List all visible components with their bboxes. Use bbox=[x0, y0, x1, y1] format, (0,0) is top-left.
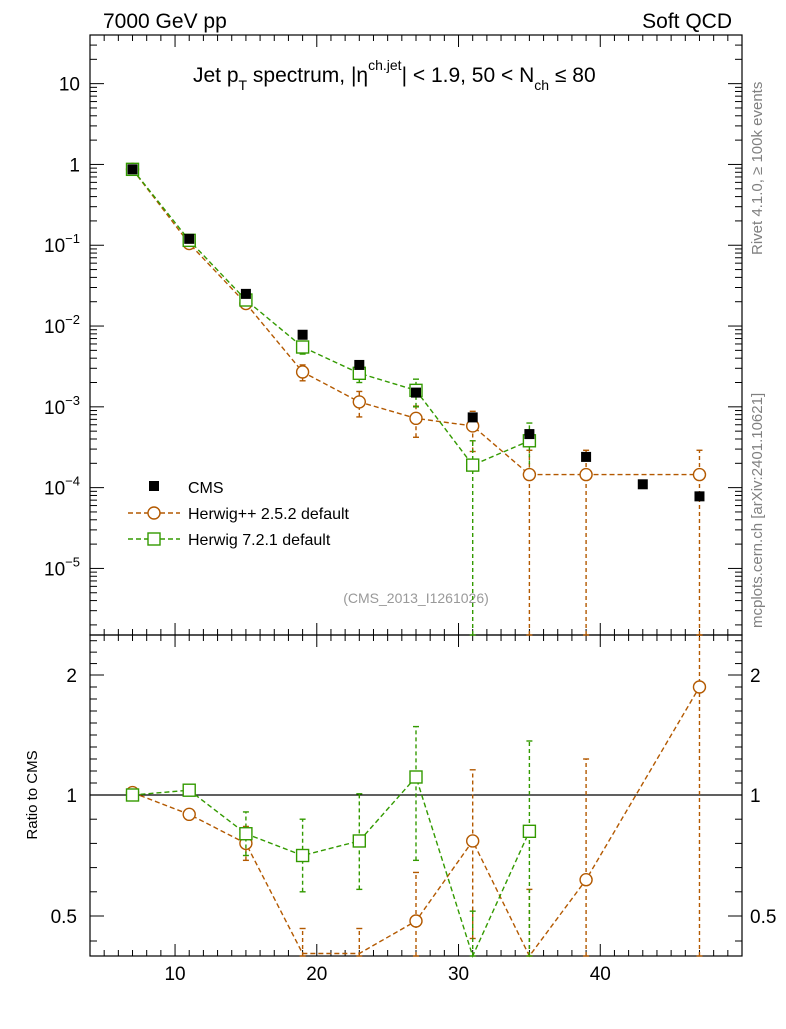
ratio-marks bbox=[125, 634, 707, 958]
cms-point bbox=[637, 479, 648, 490]
herwig7-ratio-point bbox=[239, 827, 253, 841]
x-tick-label: 20 bbox=[306, 964, 327, 985]
cms-point bbox=[581, 451, 592, 462]
herwigpp-point bbox=[295, 365, 310, 379]
herwigpp-ratio-point bbox=[465, 834, 480, 848]
cms-point bbox=[467, 412, 478, 423]
herwig7-line bbox=[131, 168, 530, 466]
x-tick-label: 40 bbox=[590, 964, 611, 985]
herwig7-ratio-point bbox=[409, 770, 423, 784]
herwig7-ratio-line bbox=[132, 775, 531, 958]
y-tick-label: 10 bbox=[59, 75, 80, 96]
legend-label-cms: CMS bbox=[188, 480, 224, 497]
herwigpp-point bbox=[692, 467, 707, 482]
cms-point bbox=[354, 359, 365, 370]
x-tick-label: 10 bbox=[164, 964, 185, 985]
herwig7-ratio-point bbox=[125, 788, 140, 802]
herwigpp-ratio-point bbox=[409, 914, 423, 928]
y-tick-label: 10−1 bbox=[44, 231, 80, 257]
ratio-y-tick-label: 2 bbox=[66, 666, 77, 687]
herwigpp-ratio-line bbox=[132, 686, 701, 958]
herwigpp-point bbox=[409, 411, 423, 426]
herwigpp-line bbox=[131, 168, 700, 476]
herwigpp-ratio-point bbox=[182, 807, 196, 822]
legend-cms-marker bbox=[149, 481, 159, 491]
cms-point bbox=[240, 288, 251, 299]
x-tick-label: 30 bbox=[448, 964, 469, 985]
legend-herwig7-marker bbox=[147, 532, 161, 546]
y-tick-label: 10−5 bbox=[44, 554, 80, 580]
ratio-y-tick-label-right: 2 bbox=[750, 666, 761, 687]
cms-point bbox=[411, 387, 421, 398]
herwigpp-ratio-point bbox=[579, 873, 593, 887]
herwig7-ratio-point bbox=[352, 834, 367, 848]
cms-point bbox=[524, 429, 535, 440]
legend-label-herwigpp: Herwig++ 2.5.2 default bbox=[188, 506, 350, 523]
ratio-y-tick-label: 0.5 bbox=[51, 907, 77, 928]
tick-labels: 10 20 30 40 10 1 10−1 10−2 10−3 10−4 10−5 0.5 0.5 1 1 2… bbox=[44, 75, 776, 985]
analysis-id: (CMS_2013_I1261026) bbox=[343, 590, 489, 606]
herwigpp-point bbox=[579, 467, 593, 482]
herwigpp-point bbox=[352, 395, 367, 409]
header-right: Soft QCD bbox=[642, 10, 732, 33]
herwig7-ratio-point bbox=[182, 783, 196, 797]
legend: CMS Herwig++ 2.5.2 default Herwig 7.2.1 de… bbox=[128, 480, 350, 549]
herwigpp-ratio-point bbox=[692, 680, 707, 694]
herwig7-point bbox=[465, 458, 480, 472]
y-tick-label: 1 bbox=[69, 155, 80, 176]
herwig7-ratio-point bbox=[522, 824, 537, 838]
cms-point bbox=[127, 164, 138, 175]
header-left: 7000 GeV pp bbox=[103, 10, 227, 33]
ratio-y-tick-label-right: 0.5 bbox=[750, 907, 776, 928]
legend-herwigpp-marker bbox=[147, 506, 161, 520]
y-tick-label: 10−4 bbox=[44, 474, 80, 500]
ratio-y-tick-label-right: 1 bbox=[750, 786, 761, 807]
y-tick-label: 10−2 bbox=[44, 312, 80, 338]
ratio-ylabel: Ratio to CMS bbox=[24, 750, 41, 839]
cms-point bbox=[694, 491, 705, 502]
herwig7-ratio-point bbox=[295, 848, 310, 863]
cms-point bbox=[297, 329, 308, 340]
mcplots-label: mcplots.cern.ch [arXiv:2401.10621] bbox=[749, 393, 766, 628]
cms-point bbox=[184, 233, 195, 244]
ratio-y-tick-label: 1 bbox=[66, 786, 77, 807]
herwig7-point bbox=[295, 340, 310, 354]
main-marks bbox=[125, 162, 707, 636]
rivet-label: Rivet 4.1.0, ≥ 100k events bbox=[749, 82, 766, 255]
legend-label-herwig7: Herwig 7.2.1 default bbox=[188, 532, 331, 549]
herwigpp-point bbox=[522, 467, 537, 482]
y-tick-label: 10−3 bbox=[44, 393, 80, 419]
plot-title: Jet pT spectrum, |ηch.jet| < 1.9, 50 < N… bbox=[193, 57, 596, 93]
